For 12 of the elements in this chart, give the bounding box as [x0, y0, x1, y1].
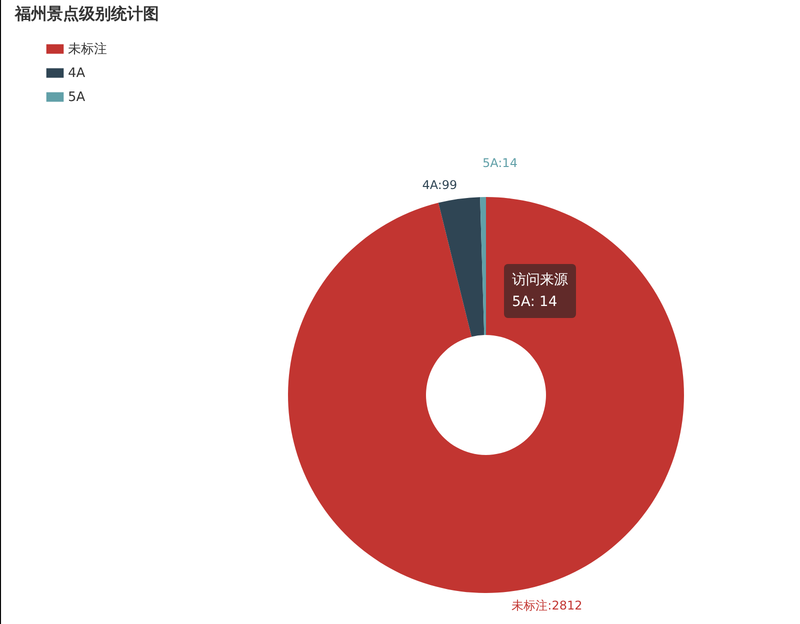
- data-label: 4A:99: [422, 178, 458, 192]
- donut-slice: [480, 197, 486, 336]
- data-label: 未标注:2812: [512, 598, 582, 612]
- donut-slice: [288, 197, 684, 593]
- text: 访问来源: [512, 271, 568, 290]
- donut-slice: [438, 197, 484, 337]
- text: 5A: 14: [512, 293, 558, 312]
- data-label: 5A:14: [482, 156, 518, 170]
- chart-title: 福州景点级别统计图: [14, 4, 159, 23]
- legend-label: 5A: [68, 90, 86, 105]
- legend-label: 4A: [68, 66, 86, 81]
- legend-label: 未标注: [68, 42, 107, 57]
